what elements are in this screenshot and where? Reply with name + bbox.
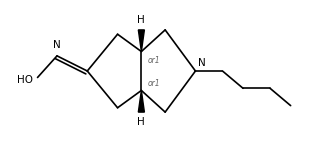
Polygon shape <box>138 90 144 112</box>
Text: N: N <box>198 58 205 68</box>
Text: or1: or1 <box>148 56 160 65</box>
Text: H: H <box>138 117 145 127</box>
Text: H: H <box>138 15 145 25</box>
Text: HO: HO <box>17 75 33 85</box>
Polygon shape <box>138 30 144 52</box>
Text: N: N <box>53 40 61 50</box>
Text: or1: or1 <box>148 79 160 88</box>
